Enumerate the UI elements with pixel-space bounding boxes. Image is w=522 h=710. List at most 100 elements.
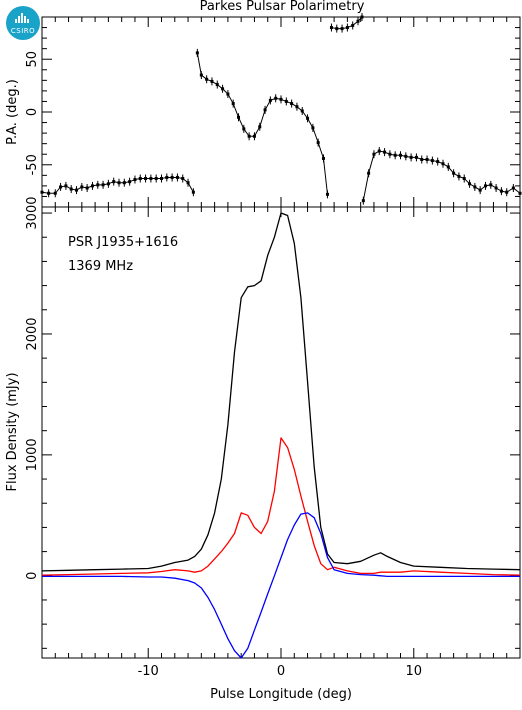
pa-point — [263, 108, 267, 112]
pa-point — [325, 192, 329, 196]
pa-point — [499, 189, 503, 193]
pa-point — [329, 26, 333, 30]
pa-point — [518, 191, 522, 195]
pa-point — [106, 182, 110, 186]
pa-point — [215, 83, 219, 87]
pa-point — [351, 23, 355, 27]
annotation-frequency: 1369 MHz — [68, 259, 133, 274]
pa-point — [80, 185, 84, 189]
pa-series-line — [362, 150, 521, 201]
y-tick-label: 1000 — [25, 438, 40, 471]
pa-point — [154, 177, 158, 180]
pa-point — [441, 162, 445, 166]
pa-point — [340, 27, 344, 31]
y-tick-label: 0 — [25, 108, 40, 116]
pa-point — [473, 185, 477, 189]
pa-point — [144, 177, 148, 180]
pa-point — [175, 175, 179, 179]
pa-point — [226, 92, 230, 96]
pa-point — [361, 199, 365, 203]
pa-point — [279, 97, 283, 101]
pa-point — [404, 154, 408, 158]
pa-point — [221, 87, 225, 91]
pa-point — [64, 184, 68, 188]
x-tick-label: 10 — [406, 664, 423, 679]
pa-point — [335, 27, 339, 31]
pa-point — [96, 183, 100, 187]
pa-point — [268, 98, 272, 102]
pa-point — [345, 26, 349, 30]
logo-text: CSIRO — [10, 27, 36, 35]
pa-point — [252, 134, 256, 138]
pa-point — [90, 184, 94, 188]
pa-point — [210, 79, 214, 83]
y-tick-label: -50 — [25, 154, 40, 175]
pa-point — [457, 174, 461, 178]
pa-point — [101, 183, 105, 187]
pa-point — [321, 156, 325, 160]
y-tick-label: 50 — [25, 51, 40, 68]
pa-point — [436, 160, 440, 164]
pa-point — [425, 158, 429, 161]
y-tick-label: 2000 — [25, 317, 40, 350]
pa-point — [47, 191, 51, 195]
pa-point — [237, 115, 241, 119]
pa-point — [69, 187, 73, 191]
pa-point — [181, 177, 185, 180]
pa-point — [205, 77, 209, 81]
flux-ylabel: Flux Density (mJy) — [5, 372, 20, 491]
pa-series-line — [196, 52, 328, 195]
logo-bars-icon — [15, 13, 31, 23]
csiro-logo: CSIRO — [6, 6, 40, 40]
pa-point — [468, 182, 472, 186]
flux-xlabel: Pulse Longitude (deg) — [210, 687, 352, 702]
pa-point — [483, 184, 487, 188]
pa-point — [284, 99, 288, 103]
pa-point — [377, 149, 381, 153]
pa-point — [505, 190, 509, 194]
pa-point — [367, 171, 371, 175]
x-tick-label: -10 — [138, 664, 159, 679]
pa-point — [242, 127, 246, 131]
pa-point — [170, 175, 174, 179]
pa-point — [117, 181, 121, 185]
pa-point — [494, 186, 498, 190]
pa-point — [165, 175, 169, 179]
pa-point — [300, 109, 304, 113]
pa-point — [478, 188, 482, 192]
pa-point — [247, 134, 251, 138]
pa-point — [199, 73, 203, 77]
flux-series-line — [41, 212, 521, 572]
pa-point — [138, 177, 142, 180]
x-tick-label: 0 — [277, 664, 285, 679]
flux-series-line — [42, 512, 520, 659]
pa-point — [383, 150, 387, 154]
pa-point — [356, 19, 360, 23]
flux-series-line — [41, 437, 521, 576]
pa-point — [409, 155, 413, 159]
pa-point — [133, 178, 137, 182]
pa-point — [128, 180, 132, 184]
pa-point — [186, 181, 190, 185]
annotation-psr-name: PSR J1935+1616 — [68, 235, 178, 250]
pa-point — [489, 183, 493, 187]
pa-point — [393, 153, 397, 157]
chart-title: Parkes Pulsar Polarimetry — [200, 0, 365, 14]
flux-plot-frame — [41, 206, 521, 659]
pa-point — [462, 177, 466, 180]
pa-point — [149, 177, 153, 180]
y-tick-label: 0 — [25, 572, 40, 580]
pa-point — [122, 181, 126, 185]
pa-point — [306, 116, 310, 120]
pa-point — [511, 186, 515, 190]
pa-point — [452, 171, 456, 175]
pa-point — [258, 125, 262, 129]
pa-point — [59, 185, 63, 189]
pa-point — [112, 180, 116, 184]
pa-point — [290, 102, 294, 106]
pa-point — [85, 186, 89, 190]
pa-point — [195, 51, 199, 55]
pa-point — [446, 165, 450, 169]
pa-point — [360, 15, 364, 19]
pa-point — [191, 190, 195, 194]
